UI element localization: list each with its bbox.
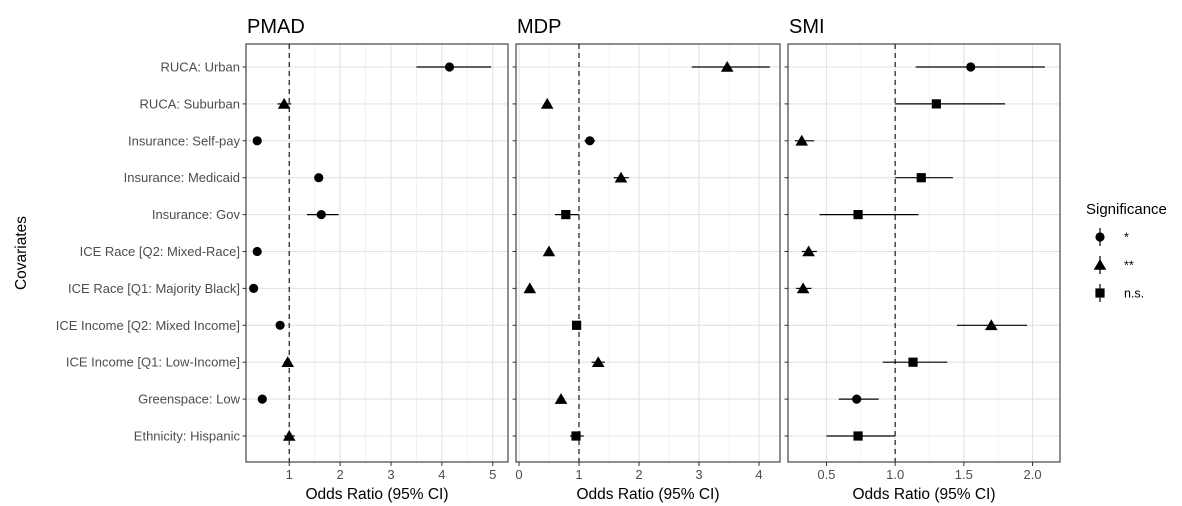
x-axis-title: Odds Ratio (95% CI) [577, 486, 720, 503]
panel-smi: 0.5 1.0 1.5 2.0 SMI Odds Ratio (95% CI) [784, 16, 1061, 503]
point-marker [985, 319, 998, 331]
point-marker [571, 431, 581, 441]
x-tick-label: 5 [489, 467, 496, 482]
point-marker [916, 173, 926, 183]
panel-title: MDP [517, 16, 561, 38]
covariate-label: Insurance: Self-pay [128, 133, 241, 148]
covariate-label: ICE Income [Q2: Mixed Income] [56, 318, 240, 333]
legend-key-circle [1095, 232, 1105, 242]
point-marker [614, 171, 628, 183]
x-tick-label: 2.0 [1023, 467, 1041, 482]
panel-pmad: 1 2 3 4 5 PMAD Odds Ratio (95% CI) [242, 16, 509, 503]
x-axis-title: Odds Ratio (95% CI) [306, 486, 449, 503]
point-marker [542, 245, 556, 257]
point-marker [281, 356, 295, 367]
x-tick-label: 2 [336, 467, 343, 482]
covariate-label: Insurance: Medicaid [124, 170, 240, 185]
x-tick-label: 2 [635, 467, 642, 482]
point-marker [277, 97, 291, 109]
x-tick-label: 3 [695, 467, 702, 482]
x-tick-label: 4 [755, 467, 762, 482]
x-tick-label: 0.5 [817, 467, 835, 482]
point-marker [572, 320, 582, 330]
panel-border [515, 43, 781, 463]
legend-label: n.s. [1124, 287, 1144, 301]
point-marker [908, 357, 918, 367]
point-marker [966, 62, 976, 72]
point-marker [252, 246, 262, 257]
point-marker [523, 282, 537, 294]
point-marker [585, 136, 595, 146]
covariate-label: ICE Race [Q2: Mixed-Race] [80, 244, 240, 259]
panel-border [245, 43, 509, 463]
x-tick-label: 1.0 [886, 467, 904, 482]
panel-background [516, 44, 780, 462]
point-marker [444, 62, 455, 72]
point-marker [591, 356, 605, 367]
point-marker [561, 210, 571, 220]
point-marker [540, 97, 554, 109]
point-marker [853, 210, 863, 220]
covariate-label: RUCA: Suburban [140, 96, 240, 111]
panel-border [787, 43, 1061, 463]
point-marker [931, 99, 941, 109]
point-marker [852, 394, 862, 404]
legend-label: * [1124, 231, 1129, 245]
x-tick-label: 3 [387, 467, 394, 482]
legend-key-triangle [1093, 259, 1107, 270]
y-axis-title: Covariates [13, 216, 30, 290]
legend-key-square [1095, 288, 1105, 298]
x-tick-label: 1.5 [955, 467, 973, 482]
legend-label: ** [1124, 259, 1134, 273]
point-marker [249, 283, 259, 293]
legend: Significance***n.s. [1086, 201, 1167, 302]
covariate-label: ICE Race [Q1: Majority Black] [68, 281, 240, 296]
x-axis-title: Odds Ratio (95% CI) [853, 486, 996, 503]
point-marker [720, 61, 734, 72]
x-tick-label: 4 [438, 467, 445, 482]
point-marker [252, 136, 262, 146]
legend-title: Significance [1086, 201, 1167, 218]
covariate-labels: RUCA: Urban RUCA: Suburban Insurance: Self… [56, 60, 241, 444]
point-marker [314, 173, 324, 183]
covariate-label: ICE Income [Q1: Low-Income] [66, 355, 240, 370]
covariate-label: Greenspace: Low [138, 392, 241, 407]
covariate-label: Insurance: Gov [152, 207, 241, 222]
point-marker [853, 431, 863, 441]
panel-mdp: 0 1 2 3 4 MDP Odds Ratio (95% CI) [512, 16, 781, 503]
panel-title: PMAD [247, 16, 305, 38]
point-marker [282, 430, 296, 441]
point-marker [802, 245, 815, 257]
x-tick-label: 1 [286, 467, 293, 482]
panel-background [788, 44, 1060, 462]
panel-title: SMI [789, 16, 825, 38]
x-tick-label: 1 [575, 467, 582, 482]
x-tick-label: 0 [515, 467, 522, 482]
point-marker [554, 393, 568, 404]
covariate-label: RUCA: Urban [161, 60, 240, 75]
covariate-label: Ethnicity: Hispanic [134, 429, 241, 444]
point-marker [795, 134, 809, 146]
point-marker [257, 394, 267, 404]
point-marker [275, 320, 285, 330]
point-marker [796, 282, 810, 294]
point-marker [316, 210, 326, 220]
